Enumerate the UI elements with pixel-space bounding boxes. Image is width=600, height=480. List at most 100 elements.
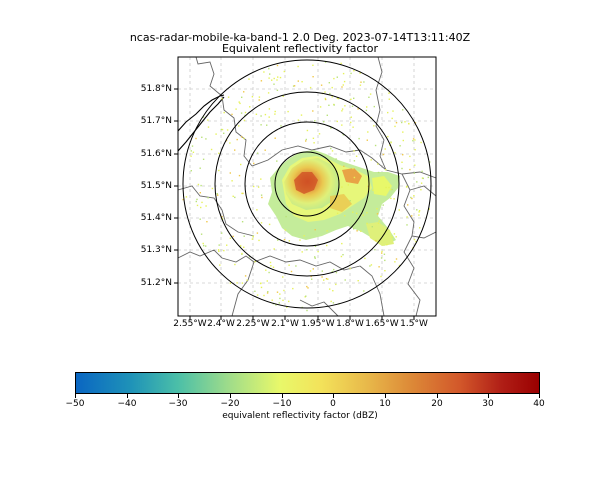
speckle-dot bbox=[225, 139, 228, 142]
speckle-dot bbox=[357, 280, 359, 282]
speckle-dot bbox=[391, 117, 393, 120]
colorbar-tick bbox=[75, 394, 76, 398]
speckle-dot bbox=[243, 119, 246, 122]
speckle-dot bbox=[286, 306, 288, 308]
speckle-dot bbox=[305, 295, 307, 297]
colorbar-tick bbox=[488, 394, 489, 398]
speckle-dot bbox=[412, 140, 414, 142]
speckle-dot bbox=[413, 195, 415, 197]
speckle-dot bbox=[329, 288, 331, 290]
speckle-dot bbox=[331, 270, 333, 273]
speckle-dot bbox=[241, 253, 243, 255]
speckle-dot bbox=[405, 186, 408, 188]
speckle-dot bbox=[416, 181, 418, 183]
speckle-dot bbox=[343, 80, 346, 83]
speckle-dot bbox=[336, 212, 339, 214]
speckle-dot bbox=[330, 127, 332, 129]
speckle-dot bbox=[271, 79, 273, 81]
speckle-dot bbox=[368, 96, 370, 98]
speckle-dot bbox=[342, 72, 345, 75]
speckle-dot bbox=[333, 268, 335, 271]
speckle-dot bbox=[335, 158, 337, 160]
speckle-dot bbox=[375, 239, 377, 242]
speckle-dot bbox=[205, 245, 207, 247]
speckle-dot bbox=[411, 215, 413, 217]
speckle-dot bbox=[377, 222, 380, 224]
speckle-dot bbox=[305, 140, 307, 142]
speckle-dot bbox=[341, 110, 343, 112]
speckle-dot bbox=[366, 212, 368, 214]
speckle-dot bbox=[268, 223, 271, 226]
speckle-dot bbox=[264, 149, 266, 151]
clutter-speckle bbox=[182, 61, 431, 312]
speckle-dot bbox=[360, 230, 362, 232]
speckle-dot bbox=[373, 125, 375, 127]
speckle-dot bbox=[220, 128, 223, 131]
speckle-dot bbox=[196, 204, 199, 207]
range-ring-2 bbox=[244, 121, 370, 247]
speckle-dot bbox=[242, 192, 244, 195]
speckle-dot bbox=[297, 80, 299, 82]
speckle-dot bbox=[385, 169, 387, 171]
speckle-dot bbox=[236, 282, 238, 284]
speckle-dot bbox=[381, 252, 383, 254]
plot-title: ncas-radar-mobile-ka-band-1 2.0 Deg. 202… bbox=[129, 31, 471, 44]
speckle-dot bbox=[332, 302, 335, 304]
speckle-dot bbox=[421, 170, 423, 173]
speckle-dot bbox=[350, 121, 352, 124]
speckle-dot bbox=[199, 167, 201, 169]
range-ring-3 bbox=[214, 91, 400, 277]
speckle-dot bbox=[413, 238, 416, 241]
speckle-dot bbox=[185, 196, 188, 198]
speckle-dot bbox=[240, 163, 242, 166]
speckle-dot bbox=[190, 155, 192, 157]
speckle-dot bbox=[272, 266, 275, 268]
speckle-dot bbox=[395, 122, 398, 124]
speckle-dot bbox=[341, 124, 343, 126]
speckle-dot bbox=[401, 167, 403, 170]
speckle-dot bbox=[419, 227, 421, 229]
speckle-dot bbox=[249, 106, 251, 108]
coastline bbox=[178, 94, 225, 152]
speckle-dot bbox=[223, 111, 225, 114]
colorbar-tick bbox=[178, 394, 179, 398]
speckle-dot bbox=[369, 265, 371, 267]
speckle-dot bbox=[202, 242, 204, 245]
speckle-dot bbox=[254, 290, 256, 292]
range-ring-1 bbox=[274, 151, 340, 217]
speckle-dot bbox=[331, 150, 334, 152]
speckle-dot bbox=[227, 96, 230, 98]
speckle-dot bbox=[324, 97, 327, 100]
speckle-dot bbox=[219, 264, 221, 266]
speckle-dot bbox=[342, 84, 344, 86]
speckle-dot bbox=[329, 92, 331, 95]
speckle-dot bbox=[328, 82, 330, 84]
speckle-dot bbox=[306, 285, 308, 288]
speckle-dot bbox=[269, 73, 271, 75]
speckle-dot bbox=[274, 113, 276, 115]
lat-tick-label: 51.3°N bbox=[140, 245, 172, 255]
speckle-dot bbox=[367, 131, 369, 133]
speckle-dot bbox=[309, 270, 312, 272]
speckle-dot bbox=[314, 256, 316, 258]
speckle-dot bbox=[369, 93, 372, 95]
speckle-dot bbox=[256, 209, 258, 211]
speckle-dot bbox=[393, 198, 395, 200]
colorbar-tick bbox=[539, 394, 540, 398]
speckle-dot bbox=[232, 195, 234, 197]
speckle-dot bbox=[394, 261, 396, 263]
speckle-dot bbox=[297, 119, 300, 121]
speckle-dot bbox=[268, 77, 270, 79]
speckle-dot bbox=[258, 96, 261, 98]
speckle-dot bbox=[393, 233, 396, 235]
speckle-dot bbox=[202, 116, 205, 118]
speckle-dot bbox=[238, 101, 240, 103]
speckle-dot bbox=[260, 124, 262, 126]
speckle-dot bbox=[277, 239, 279, 241]
speckle-dot bbox=[352, 126, 354, 128]
speckle-dot bbox=[382, 204, 384, 206]
speckle-dot bbox=[268, 108, 271, 110]
speckle-dot bbox=[309, 86, 312, 89]
colorbar bbox=[75, 372, 540, 394]
speckle-dot bbox=[317, 250, 319, 253]
